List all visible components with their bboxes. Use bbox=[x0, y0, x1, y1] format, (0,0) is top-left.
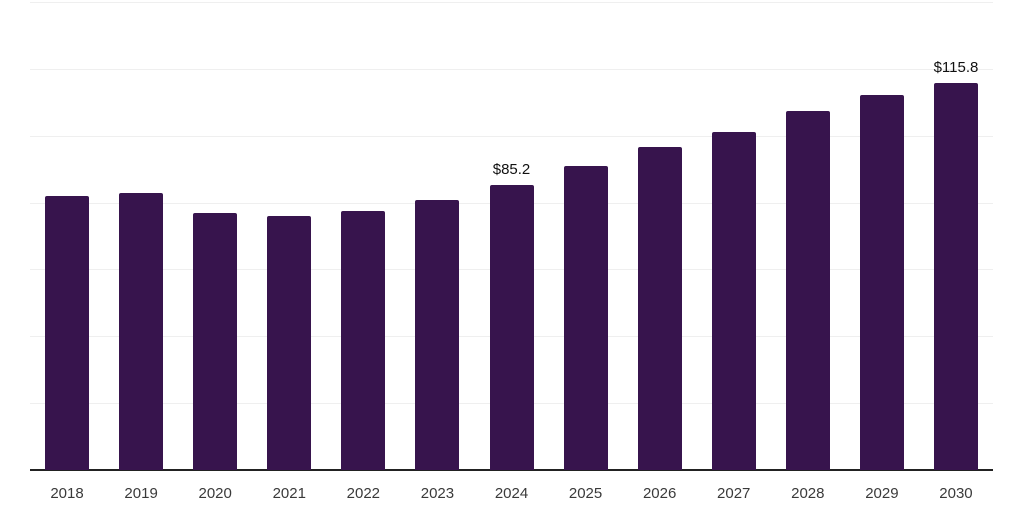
gridline-y100 bbox=[30, 135, 993, 137]
x-axis-line bbox=[30, 469, 993, 471]
bar-2019 bbox=[119, 193, 164, 470]
bar-2018 bbox=[45, 195, 90, 470]
bar-2030 bbox=[933, 82, 978, 470]
x-tick-label-2018: 2018 bbox=[50, 485, 84, 502]
bar-2024 bbox=[489, 185, 534, 470]
x-tick-label-2030: 2030 bbox=[939, 485, 973, 502]
bar-2022 bbox=[341, 210, 386, 470]
bar-2029 bbox=[859, 95, 904, 470]
x-tick-label-2025: 2025 bbox=[568, 485, 603, 502]
plot-area: $85.2 $115.8 bbox=[30, 2, 993, 471]
gridline-y120 bbox=[30, 68, 993, 70]
x-tick-label-2028: 2028 bbox=[791, 485, 825, 502]
x-tick-label-2029: 2029 bbox=[865, 485, 899, 502]
x-tick-label-2021: 2021 bbox=[272, 485, 306, 502]
bar-2028 bbox=[785, 111, 830, 470]
bar-2020 bbox=[193, 212, 238, 470]
x-tick-label-2020: 2020 bbox=[198, 485, 232, 502]
bar-2023 bbox=[415, 199, 460, 470]
bar-2027 bbox=[711, 132, 756, 470]
bar-2021 bbox=[267, 216, 312, 470]
bar-value-label-2030: $115.8 bbox=[933, 58, 979, 76]
bar-2025 bbox=[563, 166, 608, 470]
gridline-y140 bbox=[30, 2, 993, 3]
x-tick-label-2022: 2022 bbox=[346, 485, 381, 502]
x-tick-label-2023: 2023 bbox=[420, 485, 455, 502]
x-tick-label-2026: 2026 bbox=[642, 485, 677, 502]
bar-value-label-2024: $85.2 bbox=[492, 161, 531, 179]
x-tick-label-2027: 2027 bbox=[717, 485, 751, 502]
x-tick-label-2019: 2019 bbox=[124, 485, 158, 502]
x-tick-label-2024: 2024 bbox=[494, 485, 529, 502]
bar-2026 bbox=[637, 147, 682, 470]
